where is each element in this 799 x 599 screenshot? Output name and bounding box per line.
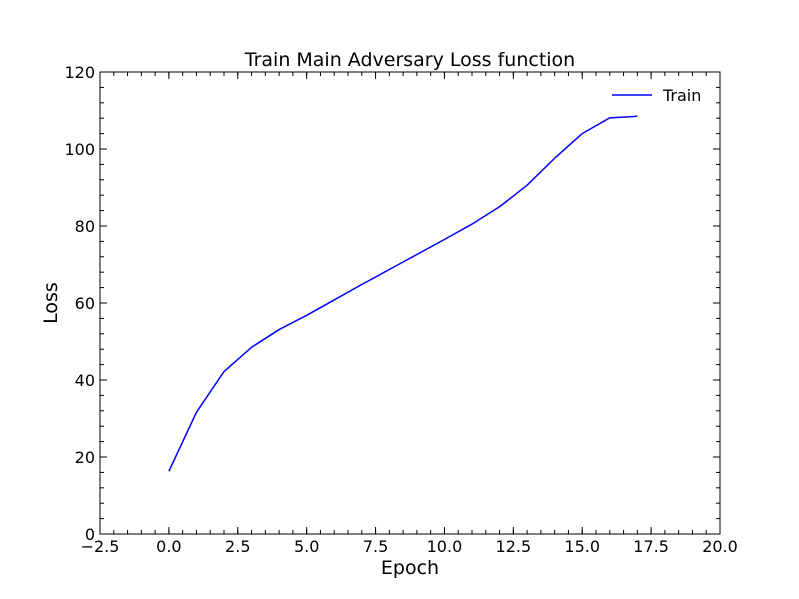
y-tick-label: 100: [64, 140, 95, 159]
x-tick-label: −2.5: [81, 537, 120, 556]
y-tick-label: 80: [75, 217, 95, 236]
y-axis-label: Loss: [40, 282, 62, 324]
x-tick-label: 0.0: [156, 537, 181, 556]
y-tick-label: 0: [85, 525, 95, 544]
y-tick-label: 60: [75, 294, 95, 313]
x-tick-label: 17.5: [633, 537, 669, 556]
y-tick-label: 40: [75, 371, 95, 390]
legend: Train: [612, 86, 701, 105]
x-axis: −2.5 0.0 2.5 5.0 7.5 10.0 12.5 15.0 17.5 20.0: [81, 72, 738, 556]
series-line-train: [168, 115, 638, 472]
x-tick-label: 20.0: [702, 537, 738, 556]
legend-label-train: Train: [662, 86, 701, 105]
x-tick-label: 10.0: [427, 537, 463, 556]
x-axis-label: Epoch: [381, 557, 439, 579]
series-layer: [168, 115, 638, 472]
chart-title: Train Main Adversary Loss function: [244, 49, 575, 71]
x-tick-label: 12.5: [496, 537, 532, 556]
plot-area: [99, 71, 721, 535]
x-tick-label: 15.0: [564, 537, 600, 556]
y-tick-label: 120: [64, 63, 95, 82]
y-axis: 0 20 40 60 80 100 120: [64, 63, 720, 544]
y-tick-label: 20: [75, 448, 95, 467]
x-tick-label: 2.5: [225, 537, 250, 556]
x-tick-label: 7.5: [363, 537, 388, 556]
x-tick-label: 5.0: [294, 537, 319, 556]
